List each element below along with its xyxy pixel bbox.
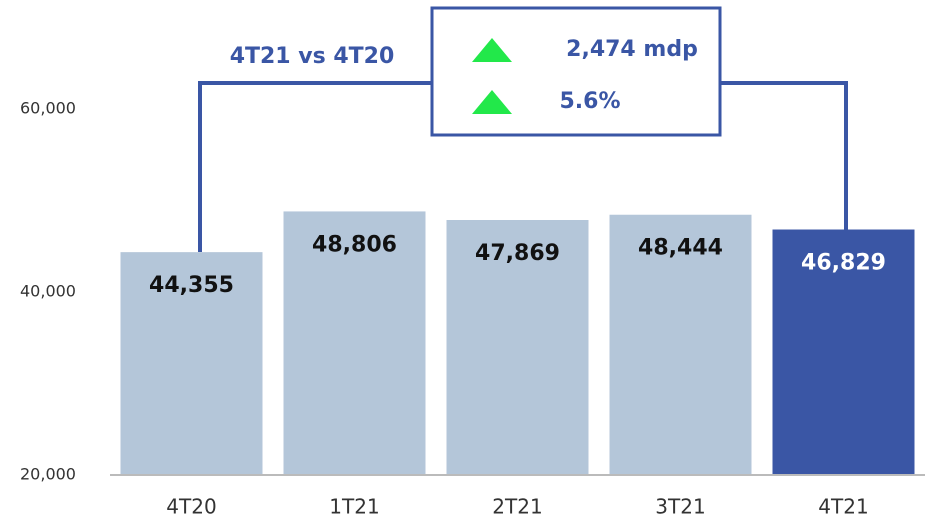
bar xyxy=(446,219,589,475)
x-tick-label: 4T20 xyxy=(166,495,216,519)
x-tick-label: 2T21 xyxy=(492,495,542,519)
comparison-label: 4T21 vs 4T20 xyxy=(230,44,395,69)
change-percent: 5.6% xyxy=(559,89,620,114)
annotation-box xyxy=(430,6,722,137)
x-tick-label: 4T21 xyxy=(818,495,868,519)
bar xyxy=(283,211,426,475)
x-tick-label: 1T21 xyxy=(329,495,379,519)
bracket-right xyxy=(720,81,848,232)
y-tick-label: 40,000 xyxy=(20,282,76,301)
bar xyxy=(609,214,752,475)
bar xyxy=(772,229,915,475)
y-tick-label: 60,000 xyxy=(20,99,76,118)
bracket-left xyxy=(198,81,432,252)
data-label: 46,829 xyxy=(801,251,886,276)
y-tick-label: 20,000 xyxy=(20,465,76,484)
change-amount: 2,474 mdp xyxy=(566,37,698,62)
up-arrow xyxy=(472,90,512,114)
data-label: 48,806 xyxy=(312,232,397,257)
x-tick-label: 3T21 xyxy=(655,495,705,519)
up-arrow xyxy=(472,38,512,62)
data-label: 47,869 xyxy=(475,241,560,266)
bar xyxy=(120,252,263,475)
data-label: 44,355 xyxy=(149,273,234,298)
data-label: 48,444 xyxy=(638,236,723,261)
